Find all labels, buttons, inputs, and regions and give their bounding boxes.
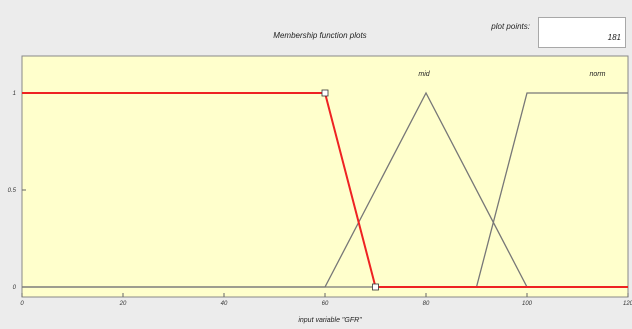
x-tick-label: 100: [522, 301, 533, 307]
plot-title: Membership function plots: [273, 31, 367, 40]
curve-handle[interactable]: [321, 89, 329, 97]
y-tick-label: 1: [13, 91, 16, 97]
curve-handle[interactable]: [372, 283, 379, 291]
x-tick-label: 80: [423, 301, 430, 307]
selected-membership-curve[interactable]: [22, 92, 628, 288]
plot-points-label: plot points:: [491, 22, 530, 31]
x-tick-label: 60: [322, 301, 329, 307]
plot-points-input[interactable]: 181: [538, 17, 626, 48]
mf-label-mid: mid: [418, 71, 430, 78]
y-tick-label: 0: [13, 285, 17, 291]
x-tick-label: 40: [221, 301, 228, 307]
y-tick-label: 0.5: [8, 188, 17, 194]
norm-membership-curve[interactable]: [22, 92, 628, 288]
x-axis-label: input variable "GFR": [298, 317, 362, 324]
x-tick-label: 20: [119, 301, 127, 307]
x-tick-label: 120: [623, 301, 632, 307]
x-tick-label: 0: [20, 301, 24, 307]
mf-label-norm: norm: [590, 71, 606, 78]
